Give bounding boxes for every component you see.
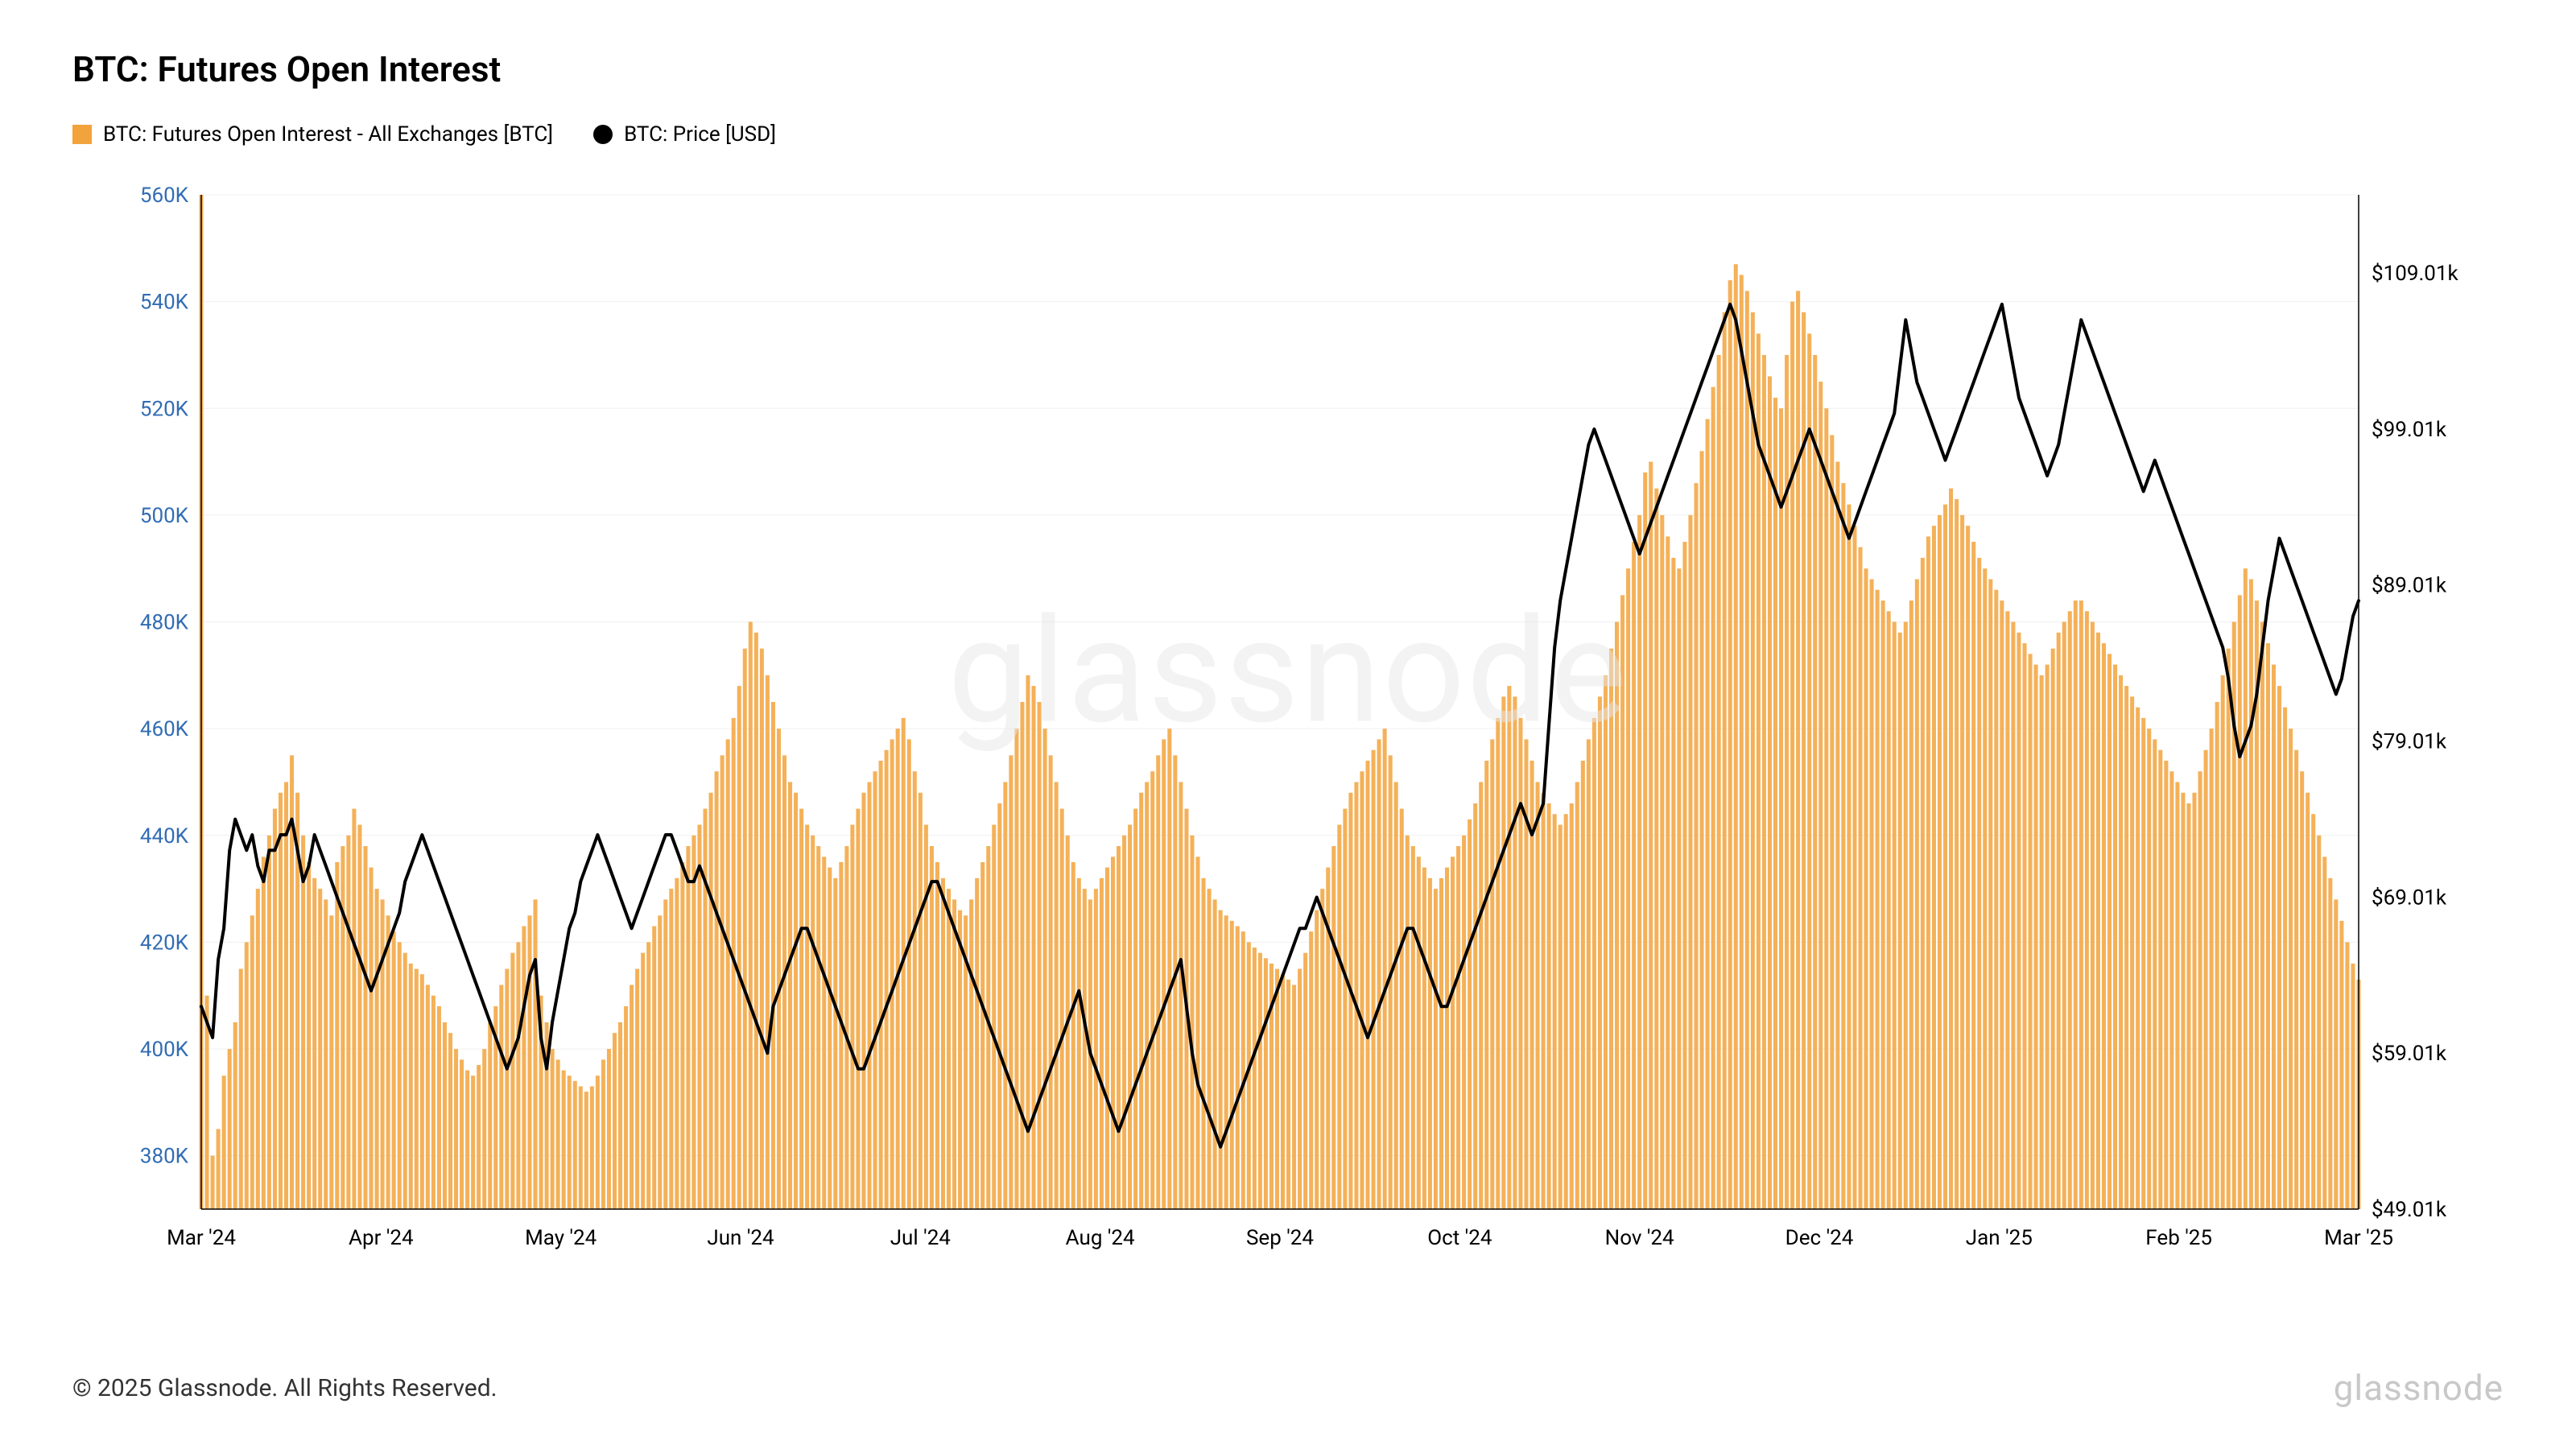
svg-text:Mar '25: Mar '25 [2324,1226,2393,1250]
svg-text:$69.01k: $69.01k [2372,886,2447,910]
svg-text:$109.01k: $109.01k [2372,262,2459,286]
brand-logo: glassnode [2334,1367,2504,1409]
svg-text:440K: 440K [140,824,189,848]
svg-text:Mar '24: Mar '24 [167,1226,236,1250]
chart-area: glassnode 380K400K420K440K460K480K500K52… [72,179,2504,1274]
svg-text:$59.01k: $59.01k [2372,1042,2447,1066]
copyright: © 2025 Glassnode. All Rights Reserved. [72,1374,497,1402]
svg-text:Dec '24: Dec '24 [1785,1226,1854,1250]
svg-text:$99.01k: $99.01k [2372,418,2447,442]
svg-text:380K: 380K [140,1145,189,1169]
svg-text:Jan '25: Jan '25 [1966,1226,2033,1250]
svg-text:480K: 480K [140,611,189,635]
svg-text:Nov '24: Nov '24 [1605,1226,1674,1250]
svg-text:$49.01k: $49.01k [2372,1198,2447,1222]
legend: BTC: Futures Open Interest - All Exchang… [72,122,2504,147]
svg-text:Jul '24: Jul '24 [890,1226,952,1250]
svg-text:Aug '24: Aug '24 [1066,1226,1135,1250]
svg-text:460K: 460K [140,717,189,741]
svg-text:Oct '24: Oct '24 [1427,1226,1492,1250]
svg-text:Apr '24: Apr '24 [349,1226,414,1250]
svg-text:500K: 500K [140,504,189,528]
svg-text:Sep '24: Sep '24 [1246,1226,1314,1250]
footer: © 2025 Glassnode. All Rights Reserved. g… [72,1367,2504,1409]
svg-text:400K: 400K [140,1038,189,1062]
svg-text:Jun '24: Jun '24 [707,1226,774,1250]
legend-label-bar: BTC: Futures Open Interest - All Exchang… [103,122,553,147]
legend-item-bar: BTC: Futures Open Interest - All Exchang… [72,122,553,147]
legend-swatch-line [593,125,613,144]
svg-text:420K: 420K [140,931,189,955]
legend-swatch-bar [72,125,92,144]
svg-text:560K: 560K [140,184,189,208]
svg-text:$89.01k: $89.01k [2372,574,2447,598]
svg-text:520K: 520K [140,397,189,421]
svg-text:Feb '25: Feb '25 [2145,1226,2212,1250]
svg-text:May '24: May '24 [525,1226,597,1250]
legend-label-line: BTC: Price [USD] [624,122,776,147]
svg-text:$79.01k: $79.01k [2372,729,2447,753]
chart-title: BTC: Futures Open Interest [72,48,2504,90]
chart-svg: 380K 400K 420K 440K 460K 480K 500K 520K 540K 560K… [72,179,2504,1274]
legend-item-line: BTC: Price [USD] [593,122,776,147]
svg-text:540K: 540K [140,291,189,315]
